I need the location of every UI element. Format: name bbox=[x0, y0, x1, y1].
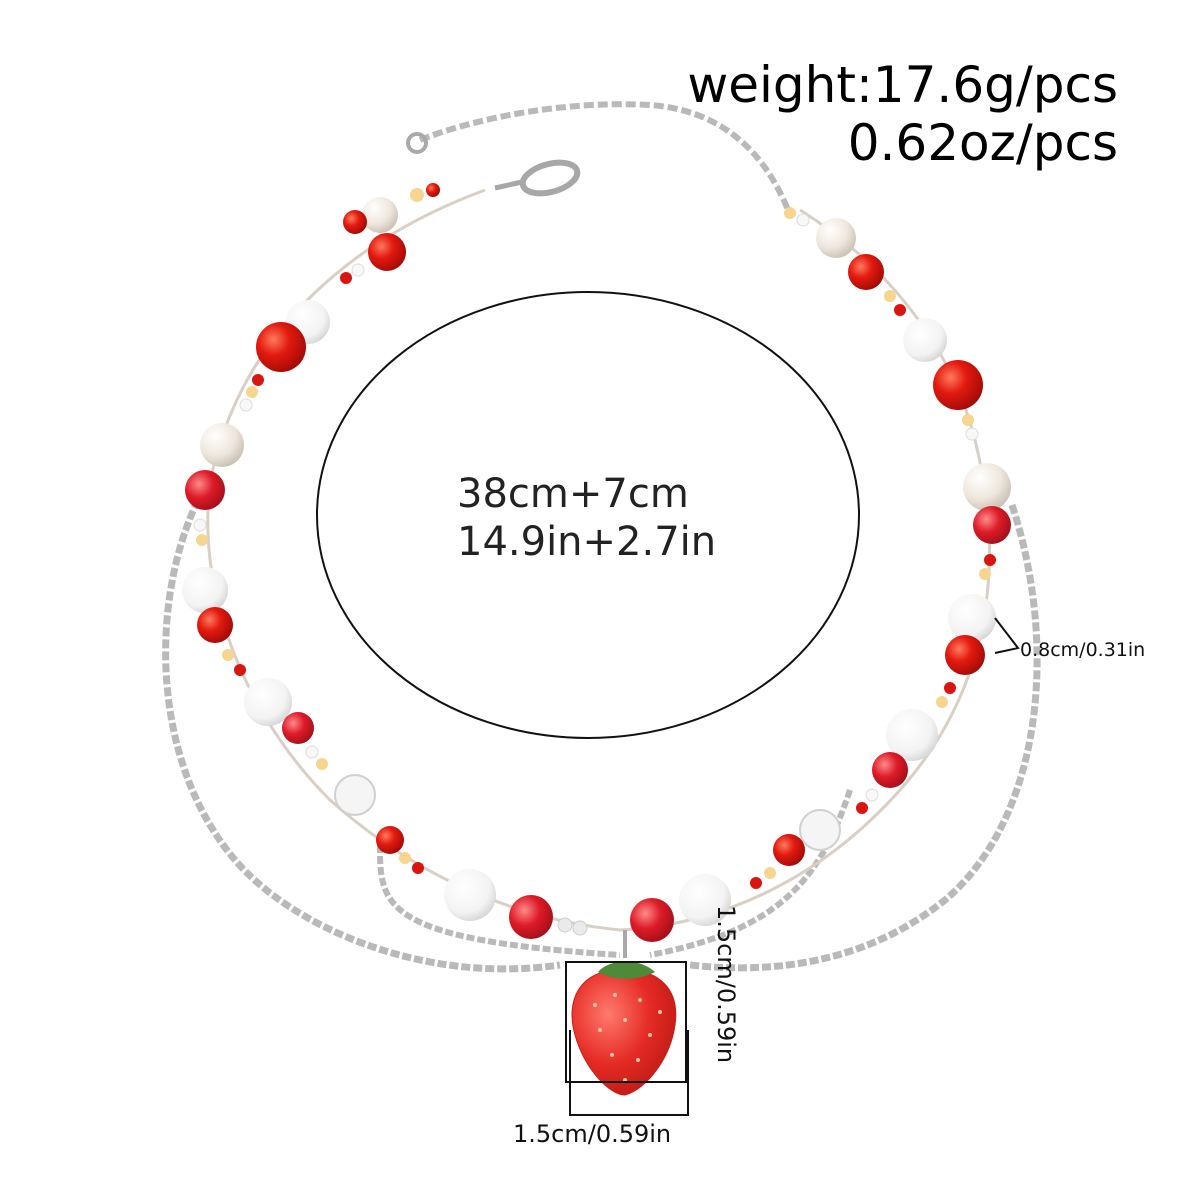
lobster-clasp bbox=[519, 159, 581, 197]
bead bbox=[572, 920, 588, 936]
red-glass-bead bbox=[185, 470, 225, 510]
bead bbox=[979, 568, 991, 580]
weight-grams-text: weight:17.6g/pcs bbox=[687, 56, 1118, 114]
bead-size-label: 0.8cm/0.31in bbox=[1020, 639, 1146, 661]
red-glass-bead bbox=[509, 895, 553, 939]
bead bbox=[305, 745, 319, 759]
bead bbox=[865, 788, 879, 802]
bead bbox=[246, 386, 258, 398]
red-crystal-bead bbox=[343, 210, 367, 234]
red-crystal-bead bbox=[256, 322, 306, 372]
bead bbox=[316, 758, 328, 770]
strawberry-leaves bbox=[598, 961, 655, 979]
clear-crystal-bead bbox=[334, 774, 376, 816]
bead-size-bracket bbox=[994, 617, 1020, 654]
white-bead bbox=[679, 874, 731, 926]
pearl-bead bbox=[362, 197, 398, 233]
bead bbox=[984, 554, 996, 566]
right-chain bbox=[689, 503, 1041, 972]
red-crystal-bead bbox=[945, 635, 985, 675]
clear-crystal-bead bbox=[799, 809, 841, 851]
pendant-width-bracket bbox=[569, 1030, 689, 1116]
bead bbox=[936, 696, 948, 708]
pearl-bead bbox=[816, 218, 856, 258]
red-crystal-bead bbox=[933, 360, 983, 410]
bead bbox=[340, 272, 352, 284]
bead bbox=[764, 867, 776, 879]
bead bbox=[412, 862, 424, 874]
red-crystal-bead bbox=[773, 834, 805, 866]
pendant-width-label: 1.5cm/0.59in bbox=[513, 1120, 672, 1148]
bead bbox=[234, 664, 246, 676]
white-bead bbox=[182, 567, 228, 613]
extender-chain bbox=[418, 101, 793, 217]
bead bbox=[557, 917, 573, 933]
bead bbox=[193, 518, 207, 532]
red-glass-bead bbox=[282, 712, 314, 744]
weight-ounces-text: 0.62oz/pcs bbox=[847, 114, 1118, 172]
white-bead bbox=[244, 678, 292, 726]
red-crystal-bead bbox=[368, 233, 406, 271]
bead bbox=[222, 649, 234, 661]
white-bead bbox=[886, 709, 938, 761]
red-glass-bead bbox=[630, 898, 674, 942]
strawberry-pendant bbox=[571, 969, 677, 1096]
bead bbox=[196, 534, 208, 546]
length-cm-text: 38cm+7cm bbox=[457, 471, 689, 517]
red-crystal-bead bbox=[197, 607, 233, 643]
pearl-bead bbox=[963, 463, 1011, 511]
bead bbox=[750, 877, 762, 889]
center-drape-left bbox=[377, 844, 621, 958]
white-bead bbox=[903, 318, 947, 362]
bead bbox=[965, 427, 979, 441]
red-crystal-bead bbox=[848, 254, 884, 290]
bead bbox=[856, 802, 868, 814]
extender-end-ring bbox=[406, 132, 428, 154]
bead bbox=[894, 304, 906, 316]
length-in-text: 14.9in+2.7in bbox=[457, 519, 717, 565]
bead bbox=[784, 207, 796, 219]
white-bead bbox=[948, 594, 996, 642]
bead bbox=[410, 188, 424, 202]
bead bbox=[796, 213, 810, 227]
length-annotation-ellipse bbox=[316, 291, 860, 739]
pendant-height-bracket bbox=[565, 961, 687, 1083]
red-crystal-bead bbox=[376, 826, 404, 854]
bead bbox=[962, 414, 974, 426]
pearl-bead bbox=[200, 423, 244, 467]
bead bbox=[351, 263, 365, 277]
bead bbox=[944, 682, 956, 694]
bead bbox=[426, 183, 440, 197]
pendant-height-label: 1.5cm/0.59in bbox=[712, 905, 740, 1064]
bead bbox=[884, 290, 896, 302]
left-chain bbox=[162, 498, 561, 973]
bead bbox=[252, 374, 264, 386]
bead bbox=[239, 398, 253, 412]
red-glass-bead bbox=[872, 752, 908, 788]
white-bead bbox=[444, 869, 496, 921]
bead bbox=[399, 852, 411, 864]
red-glass-bead bbox=[973, 506, 1011, 544]
